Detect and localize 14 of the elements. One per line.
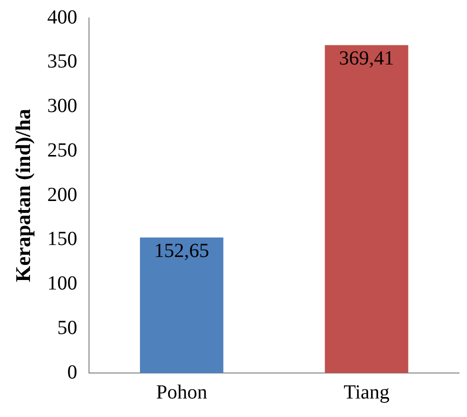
- y-tick-label: 200: [47, 184, 78, 206]
- x-tick-label: Pohon: [156, 381, 208, 404]
- y-tick-label: 350: [47, 50, 78, 73]
- data-label: 152,65: [154, 240, 210, 262]
- y-tick-label: 400: [47, 6, 78, 28]
- y-tick-label: 150: [47, 228, 78, 250]
- y-tick-label: 0: [67, 361, 78, 384]
- x-tick-label: Tiang: [344, 381, 390, 404]
- y-tick-label: 50: [57, 316, 78, 339]
- y-axis-title: Kerapatan (ind)/ha: [11, 108, 36, 282]
- y-tick-label: 300: [47, 95, 78, 117]
- y-tick-label: 250: [47, 139, 78, 162]
- y-tick-label: 100: [47, 272, 78, 294]
- data-label: 369,41: [339, 47, 394, 70]
